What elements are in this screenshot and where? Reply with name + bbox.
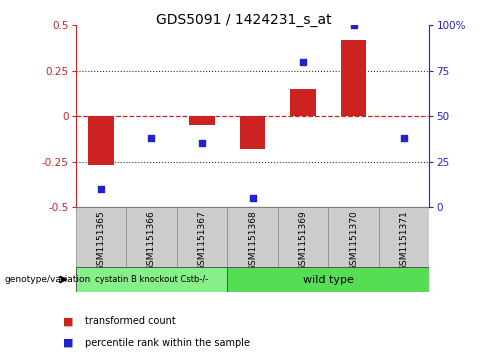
Bar [126,207,177,267]
Bar [227,207,278,267]
Text: GSM1151367: GSM1151367 [198,210,206,271]
Point [299,59,307,65]
Text: GSM1151370: GSM1151370 [349,210,358,271]
Point [147,135,155,141]
Text: ■: ■ [63,338,74,348]
Text: genotype/variation: genotype/variation [5,275,91,284]
Bar [379,207,429,267]
Point [350,23,358,28]
Text: cystatin B knockout Cstb-/-: cystatin B knockout Cstb-/- [95,275,208,284]
Bar [278,207,328,267]
Text: ■: ■ [63,316,74,326]
Bar [189,116,215,125]
Text: GDS5091 / 1424231_s_at: GDS5091 / 1424231_s_at [156,13,332,27]
Bar [227,267,429,292]
Bar [177,207,227,267]
Bar [240,116,265,149]
Text: GSM1151369: GSM1151369 [299,210,307,271]
Bar [88,116,114,165]
Bar [76,267,227,292]
Bar [328,207,379,267]
Text: GSM1151368: GSM1151368 [248,210,257,271]
Text: GSM1151371: GSM1151371 [400,210,408,271]
Text: percentile rank within the sample: percentile rank within the sample [85,338,250,348]
Text: GSM1151365: GSM1151365 [97,210,105,271]
Point [198,140,206,146]
Point [97,186,105,192]
Text: transformed count: transformed count [85,316,176,326]
Text: wild type: wild type [303,274,354,285]
Bar [76,207,126,267]
Text: GSM1151366: GSM1151366 [147,210,156,271]
Bar [290,89,316,116]
Point [249,195,257,201]
Bar [341,40,366,116]
Point [400,135,408,141]
